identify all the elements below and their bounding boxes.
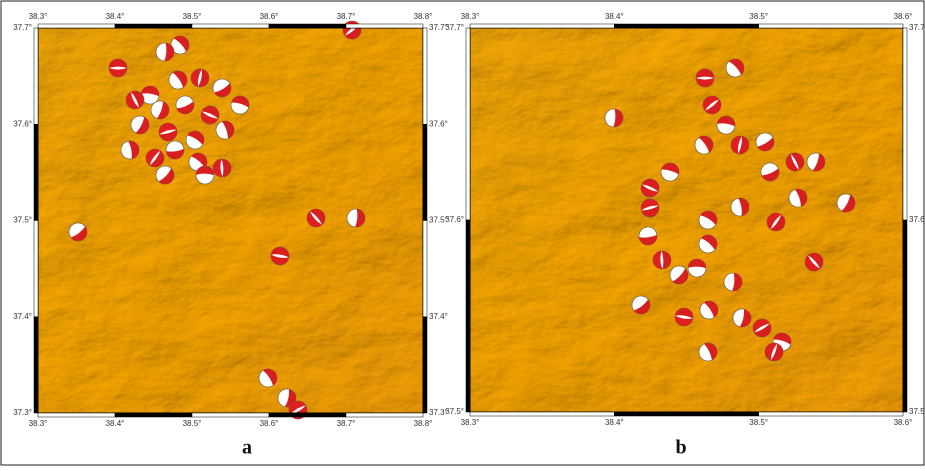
frame-bar [34,28,38,124]
y-tick-label: 37.4° [13,312,32,321]
frame-bar [115,24,192,28]
page: {"panels": [ {"label": "a", "xticks": ["… [0,0,925,471]
focal-mechanism [109,59,127,77]
frame-bar [346,413,423,417]
x-tick-label: 38.5° [749,12,768,21]
frame-bar [903,220,907,412]
frame-bar [614,412,758,416]
focal-mechanism [688,259,706,277]
y-tick-label: 37.5° [909,407,925,416]
x-tick-label: 38.6° [894,418,913,427]
frame-bar [423,317,427,413]
x-tick-label: 38.4° [106,419,125,428]
frame-bar [346,24,423,28]
y-tick-label: 37.3° [13,408,32,417]
map-panel: 38.3° 38.3° 38.4° 38.4° 38.5° 38.5° 38.6° 38.6°… [13,12,448,458]
x-tick-label: 38.4° [106,12,125,21]
x-tick-label: 38.5° [183,419,202,428]
frame-bar [269,413,346,417]
focal-mechanism [696,69,714,87]
x-tick-label: 38.8° [414,419,433,428]
y-tick-label: 37.7° [445,23,464,32]
x-tick-label: 38.6° [894,12,913,21]
frame-bar [34,317,38,413]
frame-bar [470,24,614,28]
frame-bar [614,24,758,28]
y-tick-label: 37.5° [13,216,32,225]
frame-bar [423,124,427,220]
frame-bar [34,221,38,317]
x-tick-label: 38.7° [337,12,356,21]
y-tick-label: 37.6° [13,119,32,128]
x-tick-label: 38.3° [29,12,48,21]
x-tick-label: 38.4° [605,12,624,21]
frame-bar [903,28,907,220]
frame-bar [34,124,38,220]
frame-bar [38,413,115,417]
frame-bar [759,24,903,28]
x-tick-label: 38.5° [183,12,202,21]
frame-bar [115,413,192,417]
x-tick-label: 38.8° [414,12,433,21]
frame-bar [466,220,470,412]
y-tick-label: 37.6° [445,215,464,224]
frame-bar [269,24,346,28]
y-tick-label: 37.6° [429,119,448,128]
y-tick-label: 37.4° [429,312,448,321]
x-tick-label: 38.5° [749,418,768,427]
x-tick-label: 38.7° [337,419,356,428]
x-tick-label: 38.3° [29,419,48,428]
frame-bar [192,24,269,28]
frame-bar [423,221,427,317]
terrain-relief [470,28,903,412]
y-tick-label: 37.6° [909,215,925,224]
frame-bar [759,412,903,416]
x-tick-label: 38.3° [461,12,480,21]
y-tick-label: 37.7° [13,23,32,32]
x-tick-label: 38.6° [260,12,279,21]
panel-label: a [242,437,252,459]
frame-bar [423,28,427,124]
figure: 38.3° 38.3° 38.4° 38.4° 38.5° 38.5° 38.6° 38.6°… [0,0,925,466]
frame-bar [192,413,269,417]
frame-bar [470,412,614,416]
x-tick-label: 38.4° [605,418,624,427]
y-tick-label: 37.5° [445,407,464,416]
frame-bar [466,28,470,220]
x-tick-label: 38.3° [461,418,480,427]
frame-bar [38,24,115,28]
focal-mechanism [196,166,214,184]
y-tick-label: 37.7° [909,23,925,32]
x-tick-label: 38.6° [260,419,279,428]
panel-label: b [675,437,686,459]
map-panel: 38.3° 38.3° 38.4° 38.4° 38.5° 38.5° 38.6° 38.6°… [445,12,925,458]
